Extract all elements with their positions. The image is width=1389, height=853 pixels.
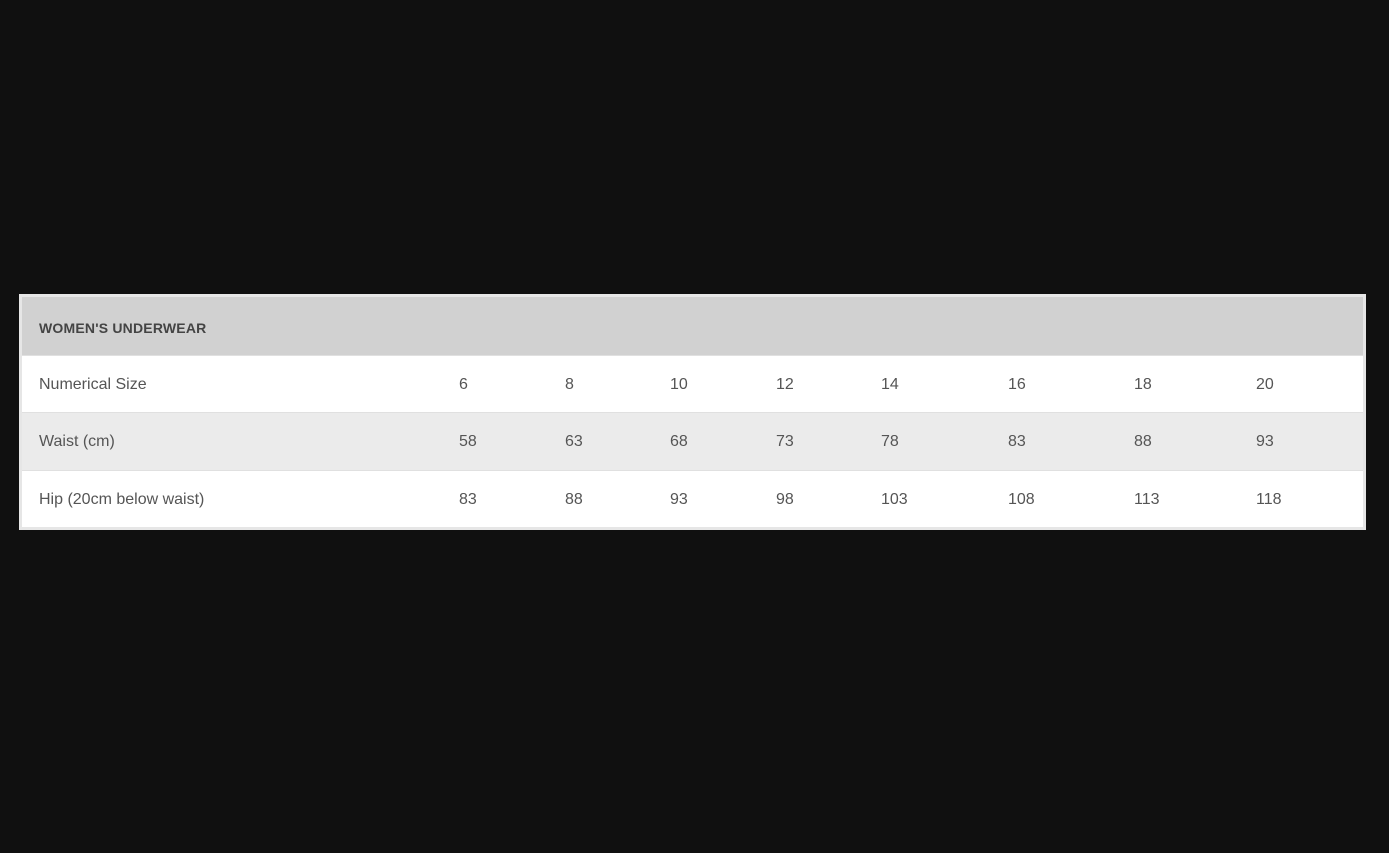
- table-cell: 16: [1008, 376, 1026, 393]
- table-cell: 12: [776, 376, 794, 393]
- table-cell: 58: [459, 433, 477, 450]
- table-header: WOMEN'S UNDERWEAR: [22, 297, 1363, 355]
- table-cell: 83: [459, 491, 477, 508]
- table-cell: 118: [1256, 491, 1282, 508]
- row-label: Hip (20cm below waist): [39, 491, 205, 508]
- table-cell: 113: [1134, 491, 1160, 508]
- table-cell: 108: [1008, 491, 1035, 508]
- table-cell: 88: [1134, 433, 1152, 450]
- table-cell: 68: [670, 433, 688, 450]
- table-cell: 103: [881, 491, 908, 508]
- table-row: Numerical Size 6 8 10 12 14 16 18 20: [22, 355, 1363, 413]
- table-cell: 10: [670, 376, 688, 393]
- table-cell: 73: [776, 433, 794, 450]
- table-cell: 14: [881, 376, 899, 393]
- table-row: Hip (20cm below waist) 83 88 93 98 103 108 113 1…: [22, 470, 1363, 528]
- row-label: Waist (cm): [39, 433, 115, 450]
- table-cell: 8: [565, 376, 574, 393]
- size-chart-table: WOMEN'S UNDERWEAR Numerical Size 6 8 10 12 14…: [19, 294, 1366, 530]
- table-cell: 78: [881, 433, 899, 450]
- table-cell: 6: [459, 376, 468, 393]
- table-row: Waist (cm) 58 63 68 73 78 83 88 93: [22, 412, 1363, 470]
- table-cell: 83: [1008, 433, 1026, 450]
- table-cell: 93: [670, 491, 688, 508]
- table-cell: 98: [776, 491, 794, 508]
- table-title: WOMEN'S UNDERWEAR: [39, 320, 207, 336]
- table-cell: 63: [565, 433, 583, 450]
- table-cell: 93: [1256, 433, 1274, 450]
- row-label: Numerical Size: [39, 376, 147, 393]
- table-cell: 20: [1256, 376, 1274, 393]
- table-cell: 18: [1134, 376, 1152, 393]
- table-cell: 88: [565, 491, 583, 508]
